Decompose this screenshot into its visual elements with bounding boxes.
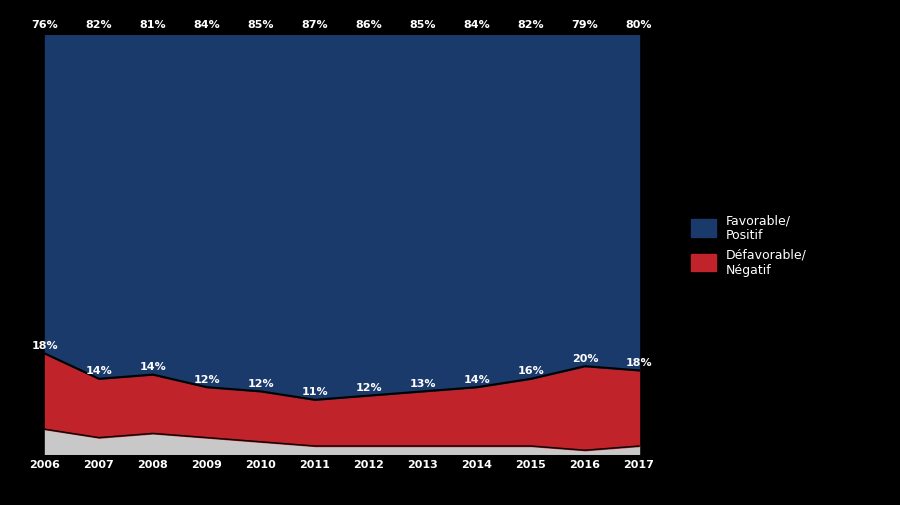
Text: 14%: 14% — [86, 366, 112, 376]
Text: 12%: 12% — [356, 382, 382, 392]
Text: 85%: 85% — [248, 20, 274, 30]
Text: 76%: 76% — [32, 20, 58, 30]
Legend: Favorable/
Positif, Défavorable/
Négatif: Favorable/ Positif, Défavorable/ Négatif — [679, 201, 820, 288]
Text: 14%: 14% — [140, 362, 166, 372]
Text: 80%: 80% — [626, 20, 652, 30]
Text: 82%: 82% — [86, 20, 112, 30]
Text: 12%: 12% — [194, 374, 220, 384]
Text: 18%: 18% — [626, 358, 652, 367]
Text: 86%: 86% — [356, 20, 382, 30]
Text: 14%: 14% — [464, 374, 490, 384]
Text: 79%: 79% — [572, 20, 598, 30]
Text: 13%: 13% — [410, 378, 436, 388]
Text: 16%: 16% — [518, 366, 544, 376]
Text: 18%: 18% — [32, 340, 58, 350]
Text: 84%: 84% — [464, 20, 490, 30]
Text: 12%: 12% — [248, 378, 274, 388]
Text: 84%: 84% — [194, 20, 220, 30]
Text: 87%: 87% — [302, 20, 328, 30]
Text: 81%: 81% — [140, 20, 166, 30]
Text: 11%: 11% — [302, 387, 328, 396]
Text: 85%: 85% — [410, 20, 436, 30]
Text: 82%: 82% — [518, 20, 544, 30]
Text: 20%: 20% — [572, 353, 598, 363]
